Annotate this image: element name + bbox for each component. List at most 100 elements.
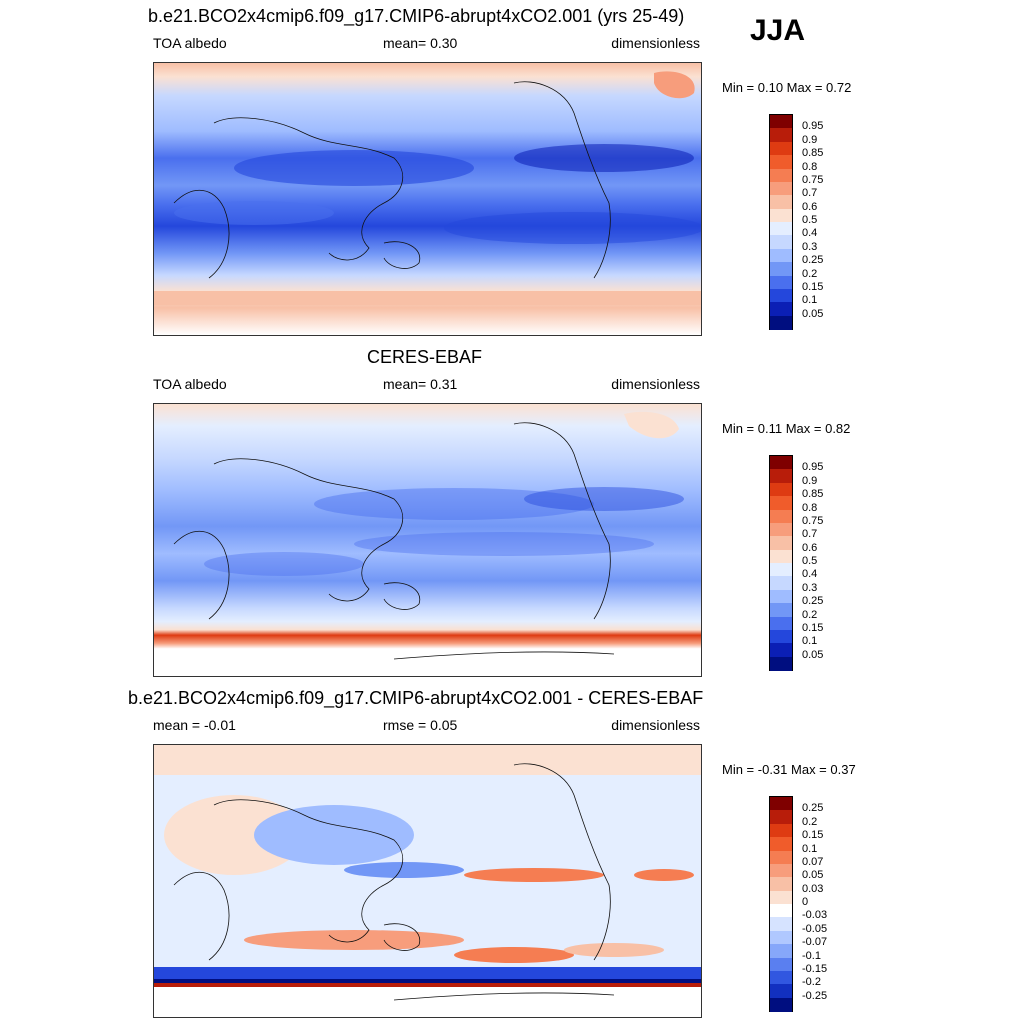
colorbar-tick-label: 0.2 (802, 608, 818, 621)
panel-title: b.e21.BCO2x4cmip6.f09_g17.CMIP6-abrupt4x… (148, 6, 685, 26)
mean-label: mean= 0.30 (383, 35, 458, 51)
colorbar (769, 114, 793, 330)
colorbar-swatch (770, 509, 792, 524)
colorbar-swatch (770, 469, 792, 484)
colorbar-tick-label: 0.8 (802, 160, 818, 173)
mean-label: mean = -0.01 (153, 717, 236, 733)
colorbar-swatch (770, 823, 792, 838)
colorbar-swatch (770, 957, 792, 972)
colorbar-swatch (770, 576, 792, 591)
colorbar-tick-label: 0.95 (802, 461, 824, 474)
colorbar-tick-label: 0.25 (802, 254, 824, 267)
min-max-label: Min = -0.31 Max = 0.37 (722, 762, 856, 777)
colorbar-tick-label: 0.6 (802, 200, 818, 213)
colorbar-tick-label: 0.85 (802, 488, 824, 501)
colorbar-tick-label: 0.4 (802, 227, 818, 240)
colorbar-swatch (770, 195, 792, 210)
colorbar-swatch (770, 128, 792, 143)
coastline (173, 763, 615, 1001)
colorbar-swatch (770, 141, 792, 156)
colorbar-swatch (770, 288, 792, 303)
variable-label: TOA albedo (153, 35, 227, 51)
colorbar-swatch (770, 522, 792, 537)
colorbar-tick-label: 0 (802, 896, 809, 908)
colorbar-tick-label: 0.75 (802, 514, 824, 527)
colorbar-swatch (770, 482, 792, 497)
colorbar-swatch (770, 208, 792, 223)
colorbar-tick-label: 0.75 (802, 173, 824, 186)
colorbar-tick-label: 0.05 (802, 648, 824, 661)
colorbar-swatch (770, 837, 792, 851)
colorbar-tick-label: -0.03 (802, 909, 828, 922)
colorbar-tick-label: 0.25 (802, 802, 824, 815)
colorbar (769, 455, 793, 671)
colorbar-tick-label: 0.5 (802, 214, 818, 226)
panel-title: b.e21.BCO2x4cmip6.f09_g17.CMIP6-abrupt4x… (128, 688, 704, 708)
colorbar-swatch (770, 536, 792, 551)
colorbar-swatch (770, 890, 792, 905)
colorbar-swatch (770, 155, 792, 169)
colorbar-swatch (770, 616, 792, 631)
colorbar-swatch (770, 275, 792, 290)
colorbar-swatch (770, 863, 792, 878)
colorbar-swatch (770, 115, 792, 129)
colorbar-tick-label: 0.1 (802, 294, 818, 307)
coastline (173, 422, 615, 660)
colorbar-tick-label: 0.15 (802, 280, 824, 293)
colorbar-tick-label: 0.1 (802, 842, 818, 855)
colorbar-tick-label: 0.15 (802, 829, 824, 842)
colorbar-tick-label: 0.25 (802, 595, 824, 608)
colorbar-tick-label: -0.07 (802, 936, 828, 949)
colorbar-tick-label: 0.3 (802, 240, 818, 253)
colorbar-tick-label: 0.3 (802, 581, 818, 594)
min-max-label: Min = 0.11 Max = 0.82 (722, 421, 851, 436)
colorbar-swatch (770, 603, 792, 617)
colorbar-swatch (770, 904, 792, 918)
colorbar-tick-label: 0.9 (802, 474, 818, 487)
colorbar-swatch (770, 248, 792, 263)
units-label: dimensionless (611, 35, 700, 51)
colorbar-swatch (770, 656, 792, 671)
colorbar-tick-label: 0.95 (802, 120, 824, 133)
colorbar-tick-label: 0.5 (802, 555, 818, 567)
colorbar-swatch (770, 944, 792, 958)
colorbar-tick-label: -0.25 (802, 989, 828, 1002)
colorbar-tick-label: -0.05 (802, 922, 828, 935)
colorbar-swatch (770, 850, 792, 865)
colorbar-tick-label: 0.05 (802, 307, 824, 320)
colorbar-tick-label: 0.07 (802, 855, 824, 868)
colorbar-tick-label: 0.85 (802, 147, 824, 160)
colorbar-tick-label: 0.6 (802, 541, 818, 554)
colorbar-tick-label: 0.4 (802, 568, 818, 581)
colorbar-swatch (770, 810, 792, 825)
map-plot (153, 62, 702, 336)
colorbar-swatch (770, 302, 792, 317)
colorbar-tick-label: 0.15 (802, 621, 824, 634)
colorbar-swatch (770, 315, 792, 330)
colorbar-swatch (770, 589, 792, 604)
colorbar-tick-label: 0.2 (802, 815, 818, 828)
colorbar-swatch (770, 930, 792, 945)
colorbar-tick-label: -0.1 (802, 949, 821, 962)
colorbar-swatch (770, 984, 792, 999)
colorbar-swatch (770, 970, 792, 985)
coastline (173, 81, 611, 279)
units-label: dimensionless (611, 376, 700, 392)
colorbar-swatch (770, 877, 792, 892)
colorbar-tick-label: 0.9 (802, 133, 818, 146)
min-max-label: Min = 0.10 Max = 0.72 (722, 80, 852, 95)
colorbar-swatch (770, 563, 792, 577)
colorbar-swatch (770, 549, 792, 564)
colorbar-tick-label: 0.1 (802, 635, 818, 648)
colorbar-swatch (770, 917, 792, 932)
units-label: dimensionless (611, 717, 700, 733)
colorbar-tick-label: -0.15 (802, 962, 828, 975)
colorbar-swatch (770, 235, 792, 250)
colorbar-tick-label: 0.8 (802, 501, 818, 514)
colorbar-swatch (770, 262, 792, 276)
variable-label: TOA albedo (153, 376, 227, 392)
colorbar (769, 796, 793, 1012)
colorbar-tick-label: 0.7 (802, 528, 818, 541)
panel-title: CERES-EBAF (367, 347, 483, 367)
colorbar-tick-label: 0.7 (802, 187, 818, 200)
